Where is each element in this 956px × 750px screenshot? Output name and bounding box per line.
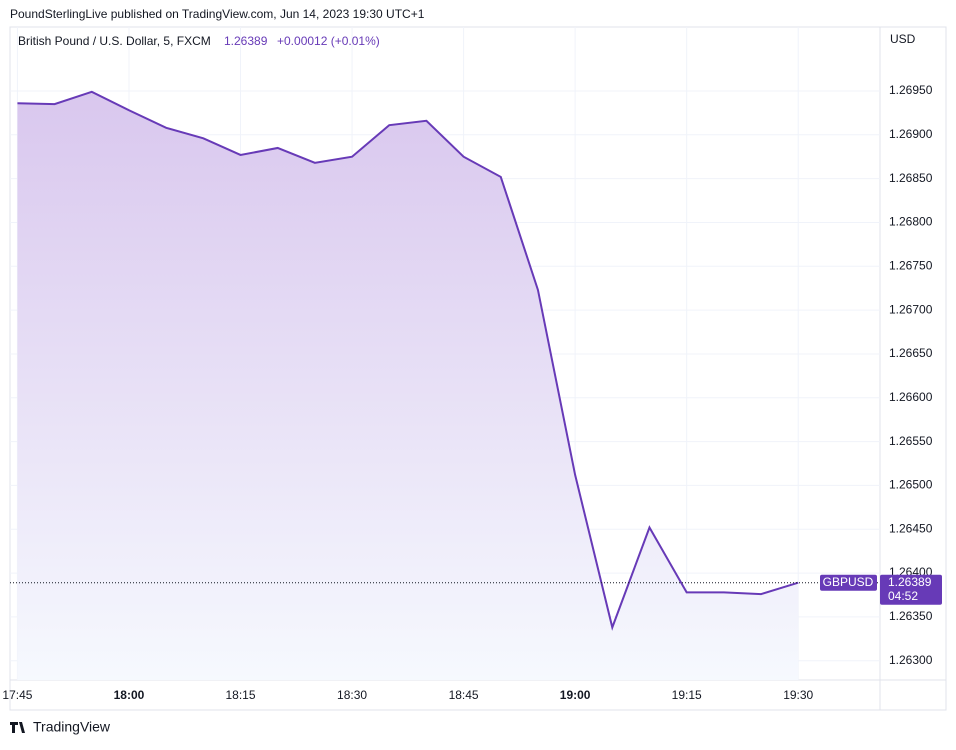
legend-price: 1.26389 [224,34,268,48]
y-tick-label: 1.26300 [889,653,933,667]
x-tick-label: 17:45 [2,688,32,702]
x-tick-label: 18:30 [337,688,367,702]
y-tick-label: 1.26650 [889,346,933,360]
frame [9,26,947,711]
symbol-tag-label: GBPUSD [823,575,874,589]
x-tick-label: 18:15 [225,688,255,702]
x-tick-label: 18:00 [114,688,145,702]
y-tick-label: 1.26850 [889,171,933,185]
footer: TradingView [33,719,111,735]
legend-change: +0.00012 (+0.01%) [277,34,380,48]
price-tag [880,574,942,605]
symbol-tag [820,574,877,591]
x-tick-label: 18:45 [449,688,479,702]
y-tick-label: 1.26750 [889,258,933,272]
y-tick-label: 1.26600 [889,390,933,404]
area-fill [17,91,799,680]
y-tick-label: 1.26800 [889,215,933,229]
y-tick-label: 1.26550 [889,434,933,448]
price-tag-label: 1.26389 [888,575,932,589]
x-tick-label: 19:00 [560,688,591,702]
currency: USD [890,32,916,46]
y-tick-label: 1.26350 [889,609,933,623]
y-tick-label: 1.26450 [889,521,933,535]
footer-logo [10,722,25,733]
y-tick-label: 1.26950 [889,83,933,97]
symbol-description: British Pound / U.S. Dollar, 5, FXCM [18,34,211,48]
y-tick-label: 1.26700 [889,302,933,316]
y-tick-label: 1.26500 [889,478,933,492]
countdown: 04:52 [888,589,918,603]
x-tick-label: 19:15 [672,688,702,702]
x-tick-label: 19:30 [783,688,813,702]
y-tick-label: 1.26900 [889,127,933,141]
price-line [17,90,799,631]
header: PoundSterlingLive published on TradingVi… [10,7,425,21]
